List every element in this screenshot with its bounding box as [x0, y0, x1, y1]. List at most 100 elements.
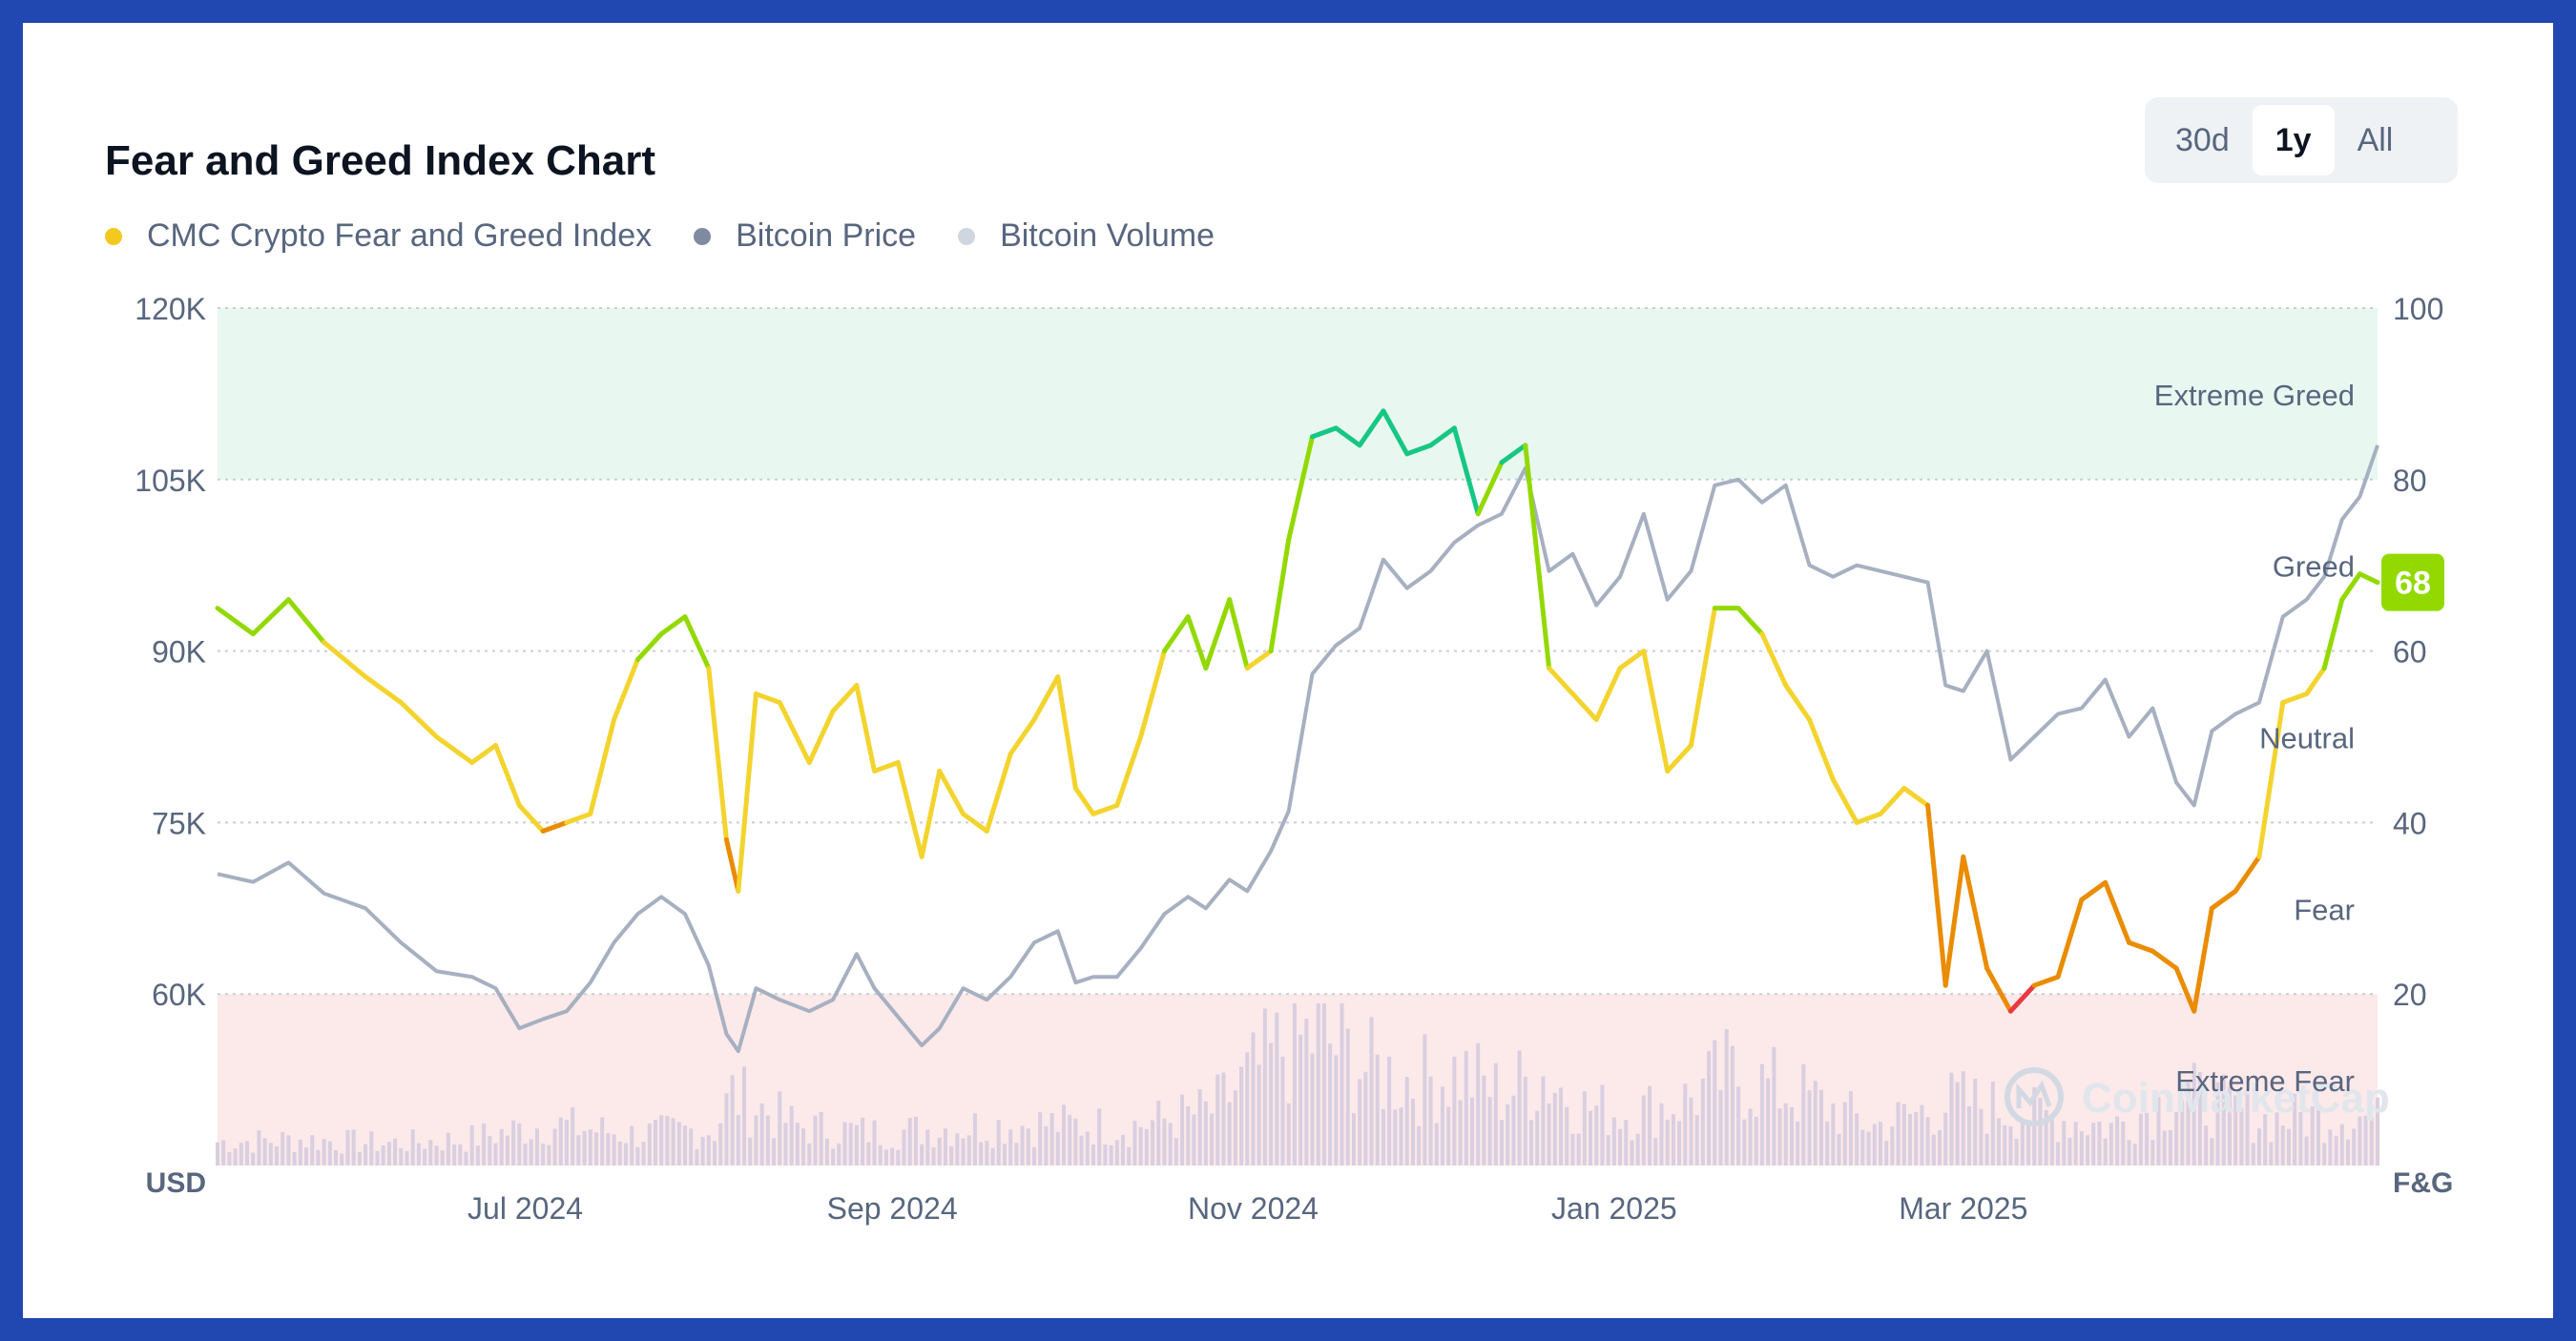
volume-bar	[1896, 1102, 1901, 1166]
volume-bar	[1262, 1008, 1267, 1166]
fear-greed-segment	[1185, 614, 1209, 671]
fear-greed-segment	[215, 606, 256, 637]
x-tick-label: Jan 2025	[1551, 1191, 1677, 1226]
volume-bar	[647, 1124, 652, 1166]
volume-bar	[2127, 1140, 2131, 1166]
fear-greed-segment	[961, 811, 989, 834]
volume-bar	[1552, 1092, 1557, 1166]
volume-bar	[1600, 1084, 1605, 1166]
volume-bar	[1523, 1076, 1527, 1166]
legend-item-bitcoin-volume[interactable]: Bitcoin Volume	[958, 217, 1215, 255]
volume-bar	[713, 1141, 717, 1166]
volume-bar	[2186, 1083, 2191, 1166]
volume-bar	[1707, 1051, 1712, 1166]
volume-bar	[393, 1138, 398, 1166]
volume-bar	[1233, 1090, 1237, 1166]
fear-greed-segment	[2055, 897, 2085, 980]
volume-bar	[1689, 1097, 1693, 1166]
volume-bar	[1990, 1082, 1995, 1166]
volume-bar	[1848, 1091, 1853, 1166]
volume-bar	[819, 1111, 823, 1166]
legend-label: CMC Crypto Fear and Greed Index	[147, 217, 653, 254]
fear-greed-segment	[1499, 443, 1528, 465]
volume-bar	[1748, 1108, 1753, 1166]
volume-bar	[1192, 1114, 1196, 1166]
volume-bar	[268, 1143, 273, 1166]
volume-bar	[1055, 1131, 1060, 1166]
volume-bar	[2049, 1115, 2054, 1166]
range-1y-button[interactable]: 1y	[2252, 105, 2335, 175]
fear-greed-segment	[588, 717, 617, 816]
volume-bar	[1576, 1133, 1581, 1166]
volume-bar	[1931, 1134, 1936, 1166]
volume-bar	[1884, 1141, 1889, 1166]
volume-bar	[1949, 1072, 1954, 1166]
volume-bar	[1014, 1143, 1019, 1166]
volume-bar	[1452, 1057, 1457, 1166]
volume-bar	[1351, 1113, 1356, 1166]
fear-greed-segment	[1138, 649, 1167, 739]
volume-bar	[1736, 1086, 1741, 1166]
volume-bar	[990, 1147, 995, 1166]
volume-bar	[1641, 1095, 1646, 1166]
volume-bar	[2067, 1137, 2072, 1166]
volume-bar	[902, 1129, 906, 1166]
volume-bar	[2003, 1124, 2007, 1166]
volume-bar	[671, 1118, 675, 1166]
range-30d-button[interactable]: 30d	[2175, 121, 2230, 158]
volume-bar	[304, 1147, 309, 1166]
volume-bar	[937, 1137, 942, 1166]
legend-item-bitcoin-price[interactable]: Bitcoin Price	[694, 217, 916, 255]
volume-bar	[1754, 1116, 1758, 1166]
volume-bar	[1565, 1106, 1569, 1166]
volume-bar	[2263, 1114, 2268, 1166]
legend-dot	[958, 227, 976, 245]
volume-bar	[482, 1124, 487, 1166]
volume-bar	[1890, 1126, 1895, 1166]
volume-bar	[2192, 1062, 2196, 1166]
volume-bar	[2115, 1116, 2120, 1166]
volume-bar	[2014, 1138, 2019, 1166]
volume-bar	[1031, 1146, 1036, 1166]
volume-bar	[907, 1118, 912, 1166]
volume-bar	[1943, 1112, 1948, 1166]
legend-item-fear-greed[interactable]: CMC Crypto Fear and Greed Index	[105, 217, 652, 255]
volume-bar	[866, 1142, 871, 1166]
fear-greed-segment	[1227, 597, 1250, 671]
volume-bar	[469, 1125, 474, 1166]
volume-bar	[689, 1128, 694, 1166]
volume-bar	[2008, 1125, 2013, 1166]
volume-bar	[1653, 1138, 1658, 1166]
fear-greed-segment	[2304, 666, 2327, 697]
volume-bar	[1440, 1086, 1444, 1166]
volume-bar	[2304, 1136, 2309, 1166]
volume-bar	[1872, 1124, 1877, 1166]
volume-bar	[1718, 1089, 1723, 1166]
fear-greed-segment	[1203, 597, 1233, 671]
volume-bar	[1813, 1081, 1818, 1166]
volume-bar	[1286, 1103, 1291, 1166]
volume-bar	[292, 1151, 297, 1166]
range-all-button[interactable]: All	[2357, 121, 2394, 158]
volume-bar	[1955, 1082, 1960, 1166]
volume-bar	[1221, 1072, 1226, 1166]
volume-bar	[1292, 1003, 1297, 1166]
volume-bar	[1363, 1071, 1368, 1166]
volume-bar	[807, 1143, 812, 1166]
left-tick-label: 60K	[152, 978, 206, 1012]
fear-greed-segment	[1091, 802, 1120, 816]
volume-bar	[245, 1141, 250, 1166]
fear-greed-segment	[2209, 888, 2238, 911]
volume-bar	[1973, 1078, 1978, 1166]
volume-bar	[2215, 1082, 2220, 1166]
volume-bar	[322, 1139, 326, 1166]
volume-bar	[1694, 1115, 1699, 1166]
volume-bar	[286, 1135, 291, 1166]
volume-bar	[979, 1142, 984, 1166]
volume-bar	[913, 1116, 918, 1166]
volume-bar	[1280, 1056, 1285, 1166]
volume-bar	[1842, 1102, 1847, 1166]
volume-bar	[1061, 1104, 1066, 1166]
fear-greed-segment	[1617, 649, 1647, 671]
